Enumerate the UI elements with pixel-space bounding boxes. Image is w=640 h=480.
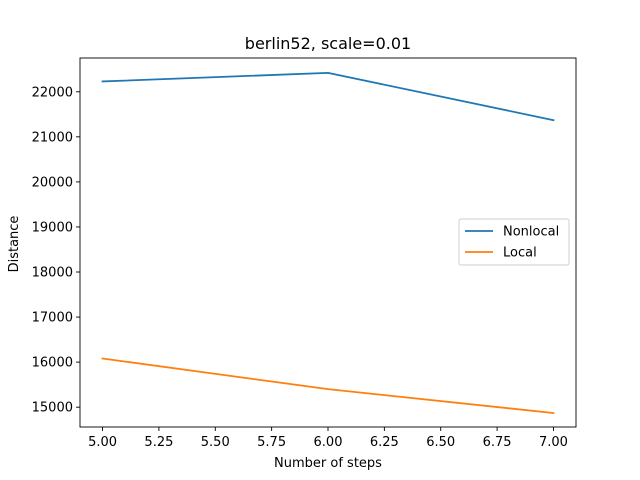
x-tick-label: 5.75 <box>257 435 286 450</box>
x-tick-label: 5.25 <box>144 435 173 450</box>
series-line-local <box>101 357 555 415</box>
y-axis-label: Distance <box>7 216 22 273</box>
series-line-nonlocal <box>101 71 555 122</box>
x-tick-label: 7.00 <box>539 435 568 450</box>
y-tick-label: 20000 <box>32 175 73 190</box>
legend: Nonlocal Local <box>458 218 570 266</box>
y-tick-label: 17000 <box>32 311 73 326</box>
y-tick-label: 22000 <box>32 85 73 100</box>
y-tick-label: 18000 <box>32 266 73 281</box>
y-tick-label: 19000 <box>32 220 73 235</box>
y-tick-label: 16000 <box>32 356 73 371</box>
chart-title: berlin52, scale=0.01 <box>245 34 411 53</box>
y-tick-label: 21000 <box>32 130 73 145</box>
legend-label-nonlocal: Nonlocal <box>503 225 559 240</box>
x-tick-label: 6.00 <box>314 435 343 450</box>
x-tick-label: 6.50 <box>426 435 455 450</box>
x-tick-label: 6.25 <box>370 435 399 450</box>
legend-label-local: Local <box>503 246 537 261</box>
x-tick-label: 5.50 <box>201 435 230 450</box>
y-tick-label: 15000 <box>32 401 73 416</box>
x-axis-label: Number of steps <box>274 456 382 471</box>
x-tick-label: 6.75 <box>483 435 512 450</box>
plot-area: 5.00 5.25 5.50 5.75 6.00 6.25 6.50 6.75 7.00 1500… <box>32 57 577 450</box>
x-tick-label: 5.00 <box>88 435 117 450</box>
